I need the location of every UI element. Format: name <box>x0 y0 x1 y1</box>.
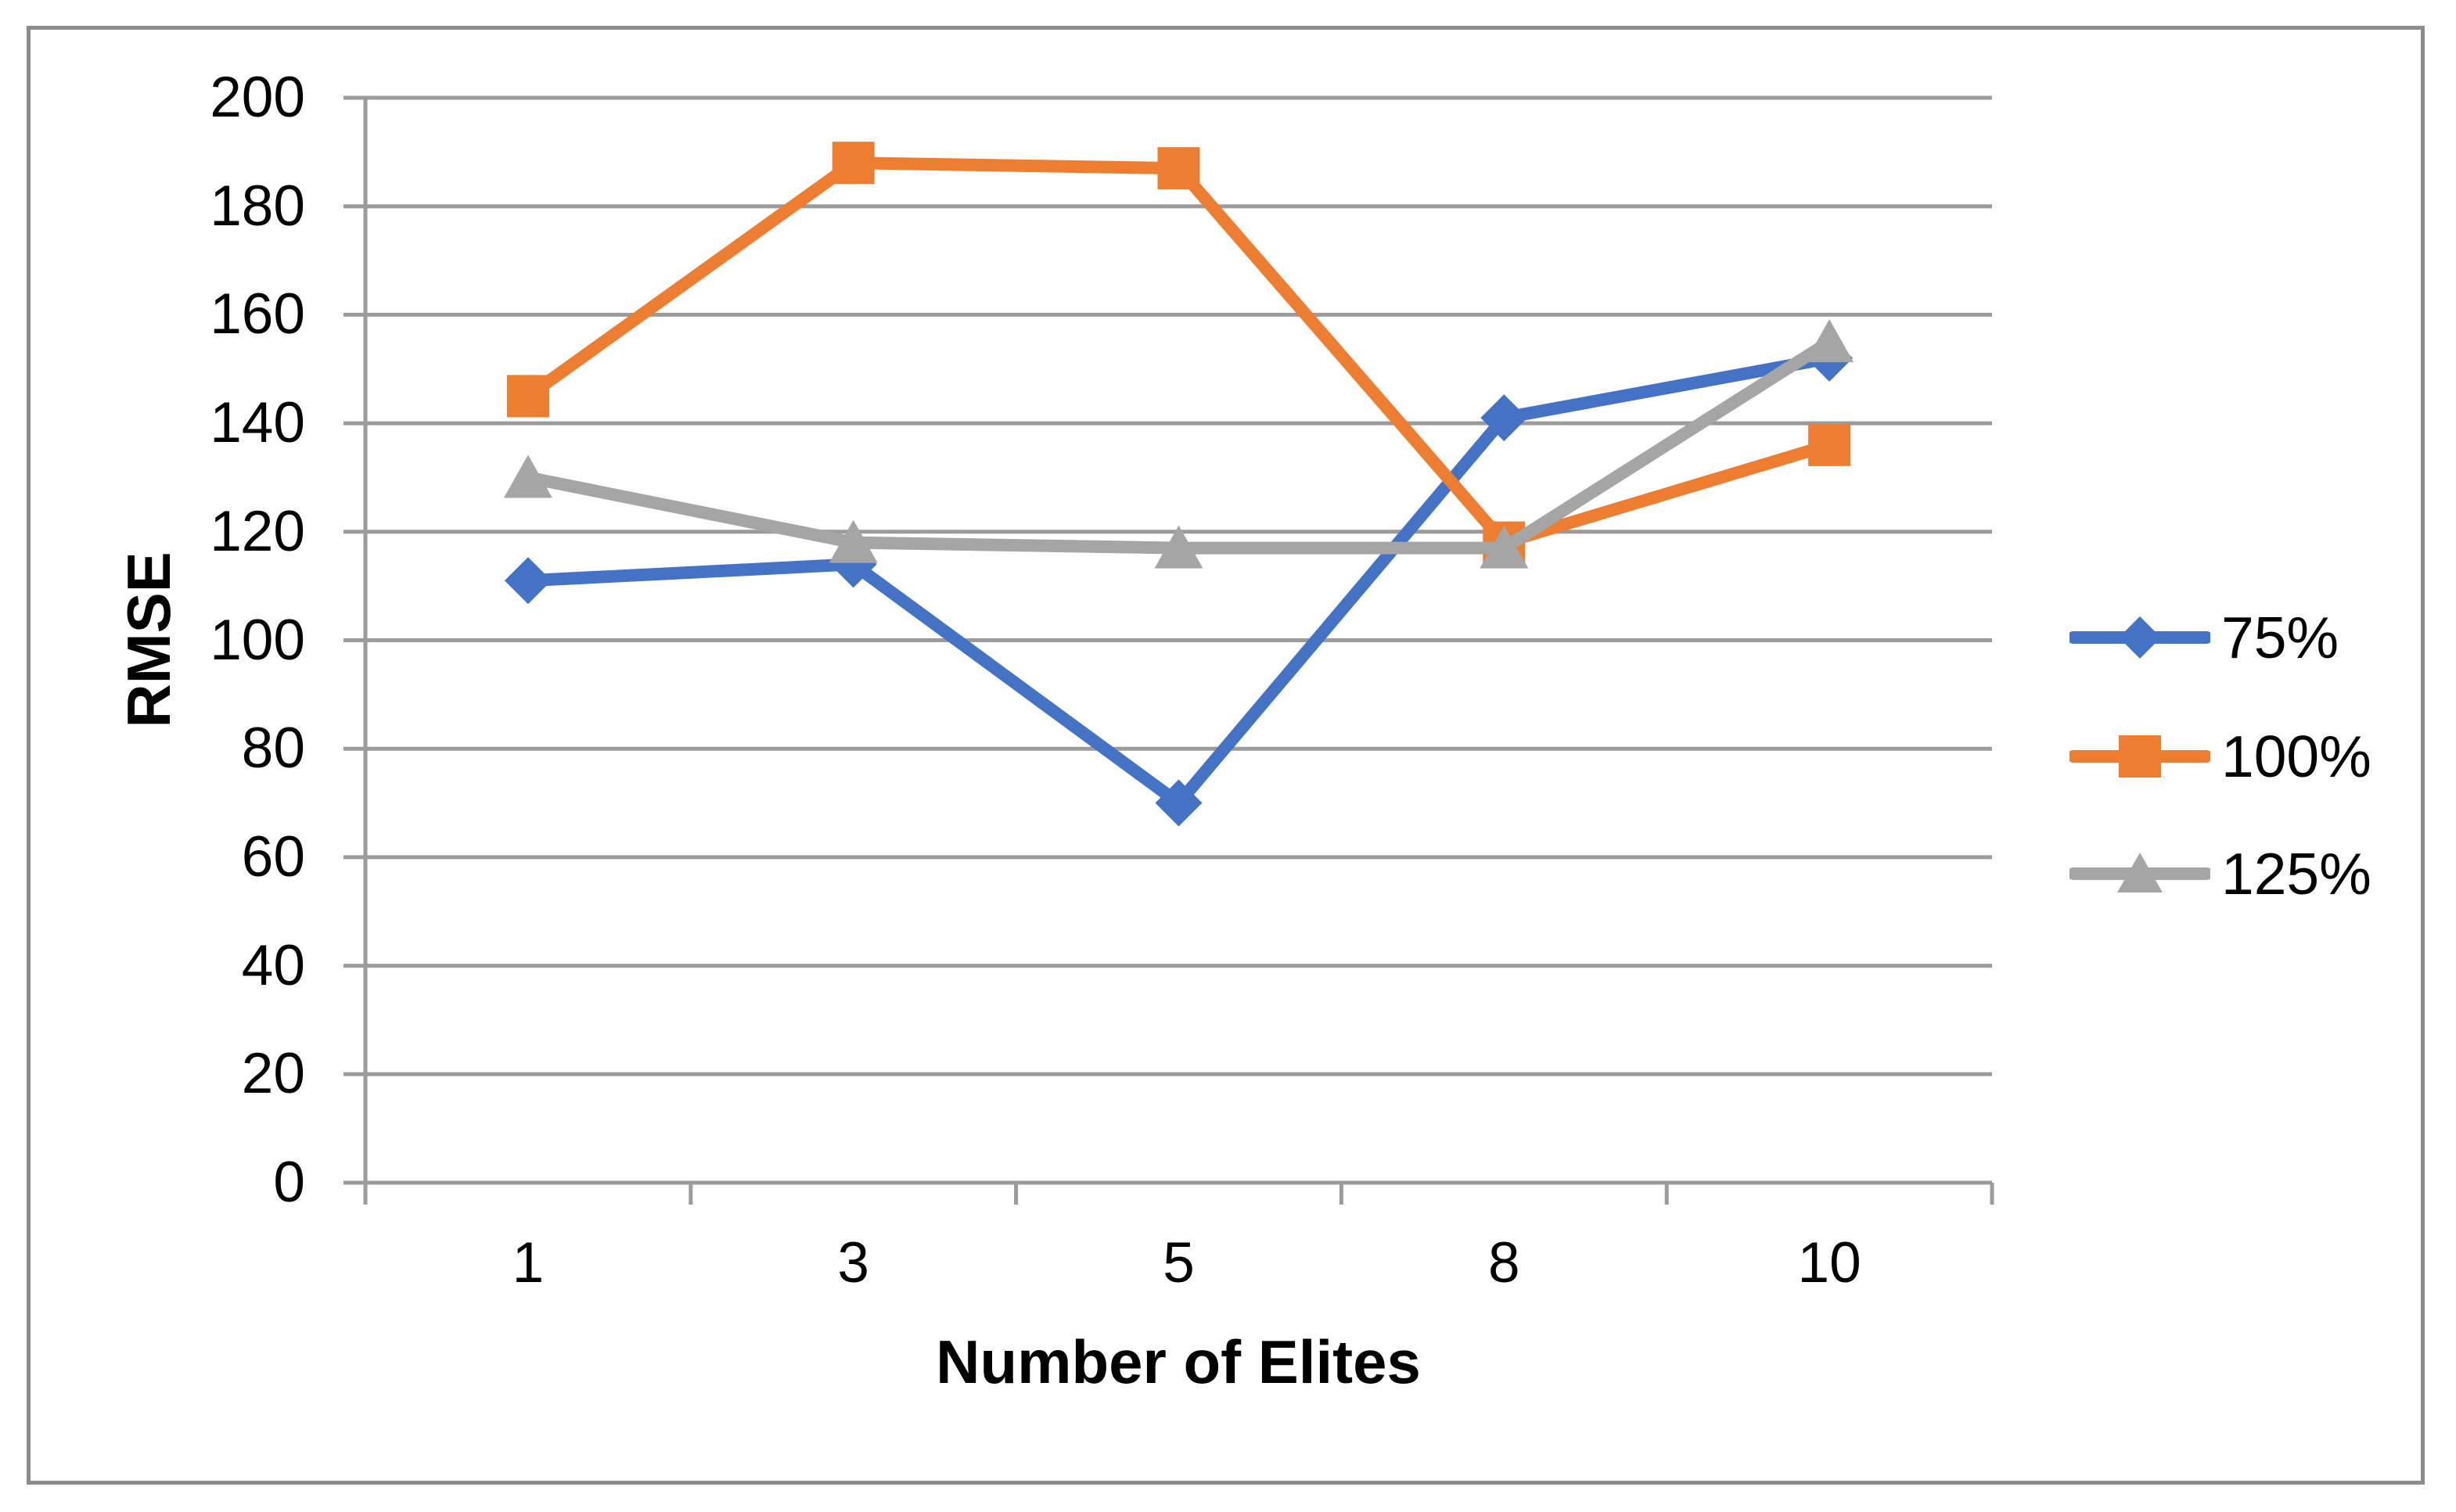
y-tick-label: 60 <box>241 824 305 889</box>
gridlines <box>365 95 1992 1076</box>
series-125-percent-markers <box>503 319 1854 569</box>
x-tick-label: 5 <box>1163 1231 1195 1295</box>
legend-label: 75% <box>2221 605 2339 670</box>
x-tick-label: 3 <box>837 1231 869 1295</box>
y-tick-label: 180 <box>210 174 305 238</box>
series-125-percent <box>503 319 1854 569</box>
y-tick-label: 80 <box>241 716 305 781</box>
legend-marker-triangle-icon <box>2069 853 2210 892</box>
x-axis-title: Number of Elites <box>936 1327 1421 1396</box>
y-tick-label: 120 <box>210 499 305 563</box>
axis-lines <box>363 98 1992 1185</box>
legend-marker-diamond-icon <box>2069 616 2210 659</box>
legend-item-100-percent: 100% <box>2069 717 2429 796</box>
legend: 75% 100% 125% <box>2069 598 2429 958</box>
series-100-percent <box>506 142 1851 564</box>
y-tick-label: 0 <box>273 1151 305 1214</box>
y-axis-title: RMSE <box>114 551 183 728</box>
x-tick-label: 1 <box>512 1231 545 1295</box>
y-tick-label: 20 <box>241 1042 305 1106</box>
y-tick-label: 100 <box>210 608 305 672</box>
series-75-percent <box>504 334 1854 827</box>
legend-item-75-percent: 75% <box>2069 598 2429 677</box>
legend-item-125-percent: 125% <box>2069 835 2429 913</box>
series-75-percent-markers <box>504 334 1854 827</box>
legend-label: 100% <box>2221 724 2371 789</box>
y-tick-label: 200 <box>210 66 305 129</box>
x-tick-label: 10 <box>1797 1231 1861 1295</box>
axis-ticks <box>343 95 1994 1205</box>
y-tick-label: 40 <box>241 933 305 997</box>
legend-marker-square-icon <box>2069 735 2210 778</box>
y-tick-label: 140 <box>210 391 305 455</box>
x-tick-label: 8 <box>1487 1231 1520 1295</box>
y-tick-label: 160 <box>210 282 305 347</box>
legend-label: 125% <box>2221 841 2371 907</box>
